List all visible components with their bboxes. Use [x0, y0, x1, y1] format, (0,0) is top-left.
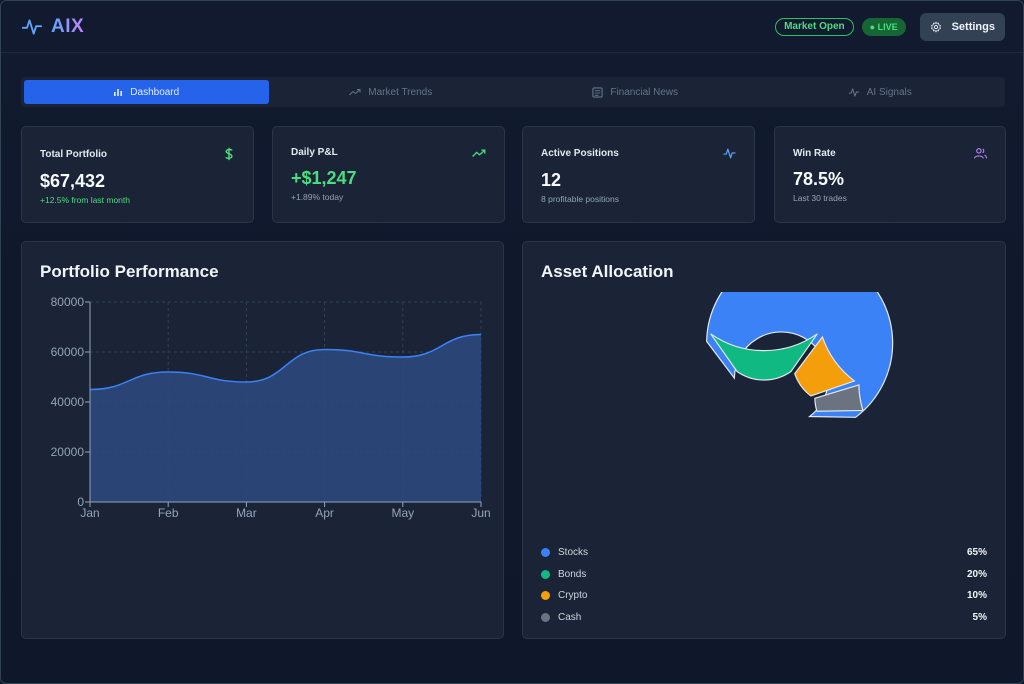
allocation-donut-chart[interactable]: [523, 292, 1007, 532]
tab-label: AI Signals: [866, 86, 912, 98]
stat-value: 12: [541, 170, 562, 190]
market-status-badge: Market Open: [775, 17, 854, 36]
stat-label: Daily P&L: [291, 147, 338, 158]
y-tick-label: 60000: [51, 345, 85, 359]
legend-item-cash: Cash 5%: [541, 607, 987, 629]
activity-icon: [723, 148, 736, 159]
legend-swatch: [541, 591, 550, 601]
tab-label: Financial News: [610, 86, 679, 98]
tab-dashboard[interactable]: Dashboard: [24, 80, 269, 104]
legend-percent: 65%: [966, 547, 987, 559]
stat-card-total-portfolio: Total Portfolio $67,432 +12.5% from last…: [21, 126, 254, 223]
logo[interactable]: AIX: [21, 16, 84, 38]
legend-percent: 20%: [966, 568, 987, 580]
live-badge: ● LIVE: [861, 17, 906, 36]
stat-label: Total Portfolio: [40, 148, 108, 160]
x-tick-label: Feb: [158, 506, 179, 520]
legend-label: Stocks: [558, 547, 589, 559]
y-tick-label: 0: [77, 495, 84, 509]
legend-swatch: [541, 612, 550, 622]
stat-value: $67,432: [40, 171, 106, 191]
slice-crypto[interactable]: [794, 335, 856, 397]
stat-subtext: +1.89% today: [291, 192, 344, 202]
legend-item-crypto: Crypto 10%: [541, 585, 987, 607]
stat-label: Active Positions: [541, 148, 619, 159]
legend-percent: 10%: [966, 590, 987, 602]
legend-label: Cash: [558, 611, 582, 623]
performance-area-chart[interactable]: 0 20000 40000 60000 80000 Jan Feb Mar Apr May Jun: [22, 292, 505, 592]
legend-swatch: [541, 548, 550, 558]
legend-percent: 5%: [972, 611, 987, 623]
slice-cash[interactable]: [814, 384, 864, 412]
pulse-icon: [21, 18, 43, 35]
gear-icon: [930, 21, 941, 32]
tab-label: Dashboard: [130, 86, 180, 98]
dollar-icon: [225, 147, 233, 161]
y-tick-label: 40000: [51, 395, 85, 409]
settings-button[interactable]: Settings: [919, 12, 1005, 41]
panel-title: Portfolio Performance: [40, 262, 219, 281]
legend-swatch: [541, 569, 550, 579]
stat-card-active-positions: Active Positions 12 8 profitable positio…: [522, 126, 755, 223]
tab-label: Market Trends: [368, 86, 433, 98]
legend-item-stocks: Stocks 65%: [541, 542, 987, 564]
stat-card-win-rate: Win Rate 78.5% Last 30 trades: [774, 126, 1006, 223]
legend-label: Bonds: [558, 568, 587, 580]
y-tick-label: 20000: [51, 445, 85, 459]
x-tick-label: Jan: [80, 506, 99, 520]
app-name: AIX: [51, 15, 85, 37]
slice-bonds[interactable]: [710, 333, 818, 381]
newspaper-icon: [592, 86, 603, 98]
x-tick-label: Apr: [315, 506, 334, 520]
bar-chart-icon: [114, 89, 123, 96]
stat-subtext: Last 30 trades: [793, 193, 847, 203]
trending-up-icon: [349, 89, 361, 96]
area-series-line: [89, 333, 482, 391]
x-tick-label: May: [391, 506, 414, 520]
stat-subtext: 8 profitable positions: [541, 194, 619, 204]
panel-title: Asset Allocation: [541, 262, 674, 281]
stat-label: Win Rate: [793, 147, 836, 159]
tab-financial-news[interactable]: Financial News: [513, 80, 758, 104]
y-tick-label: 80000: [51, 295, 85, 309]
legend-label: Crypto: [558, 590, 588, 602]
stat-card-daily-pnl: Daily P&L +$1,247 +1.89% today: [272, 126, 505, 223]
stat-subtext: +12.5% from last month: [40, 195, 131, 205]
legend-item-bonds: Bonds 20%: [541, 564, 987, 586]
x-tick-label: Mar: [236, 506, 257, 520]
tab-market-trends[interactable]: Market Trends: [269, 80, 514, 104]
users-icon: [974, 148, 987, 159]
top-header: AIX Market Open ● LIVE Settings: [1, 1, 1023, 53]
stat-value: 78.5%: [793, 169, 845, 189]
activity-icon: [848, 87, 859, 97]
trending-up-icon: [472, 148, 486, 157]
stat-value: +$1,247: [291, 168, 357, 188]
main-tabs: Dashboard Market Trends Financial News A…: [21, 77, 1005, 107]
settings-label: Settings: [951, 20, 995, 33]
asset-allocation-panel: Asset Allocation Stocks 65% Bonds 20% Cr…: [522, 241, 1006, 639]
x-tick-label: Jun: [471, 506, 490, 520]
tab-ai-signals[interactable]: AI Signals: [758, 80, 1003, 104]
allocation-legend: Stocks 65% Bonds 20% Crypto 10% Cash 5%: [541, 542, 987, 628]
portfolio-performance-panel: Portfolio Performance 0 20000 40000 60000 80…: [21, 241, 504, 639]
area-fill: [90, 334, 481, 502]
